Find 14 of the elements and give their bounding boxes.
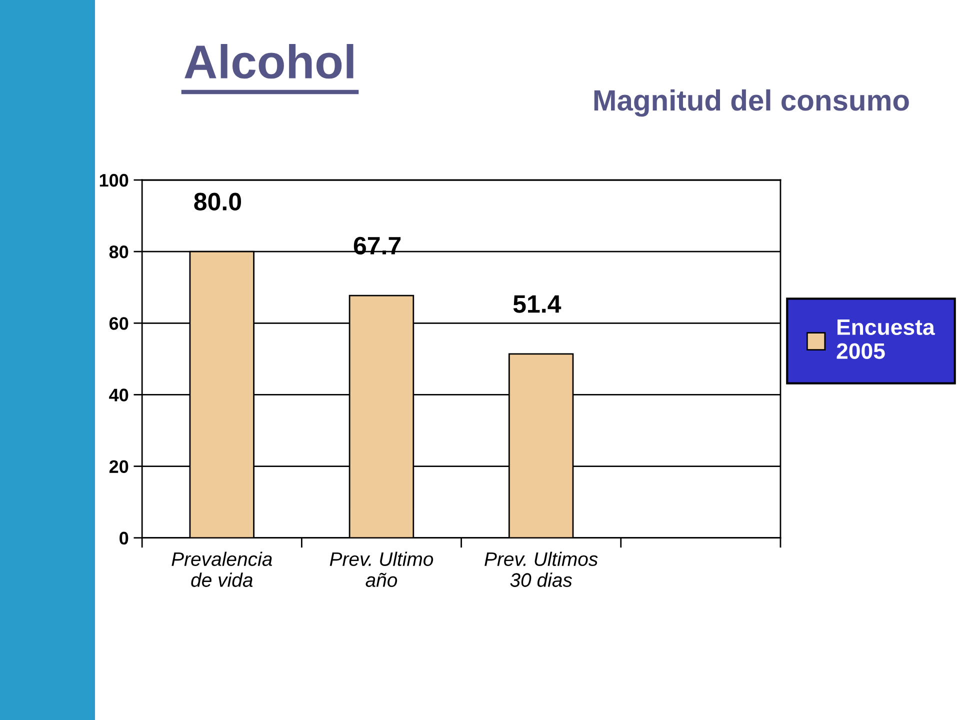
x-tick-label: Prev. Ultimo año	[330, 552, 434, 587]
y-tick-label: 100	[100, 174, 128, 187]
chart-subtitle: Magnitud del consumo	[594, 89, 909, 117]
y-tick-label: 20	[109, 460, 128, 473]
y-tick-label: 0	[120, 532, 128, 545]
y-tick-label: 80	[109, 246, 128, 258]
data-label: 80.0	[194, 192, 242, 211]
y-tick-label: 60	[109, 317, 128, 330]
legend-label: Encuesta 2005	[836, 320, 935, 359]
y-tick-label: 40	[109, 388, 128, 402]
chart-title: Alcohol	[184, 44, 354, 79]
data-label: 51.4	[513, 295, 562, 313]
x-tick-label: Prevalencia de vida	[172, 552, 272, 587]
x-tick-label: Prev. Ultimos 30 dias	[484, 552, 598, 587]
